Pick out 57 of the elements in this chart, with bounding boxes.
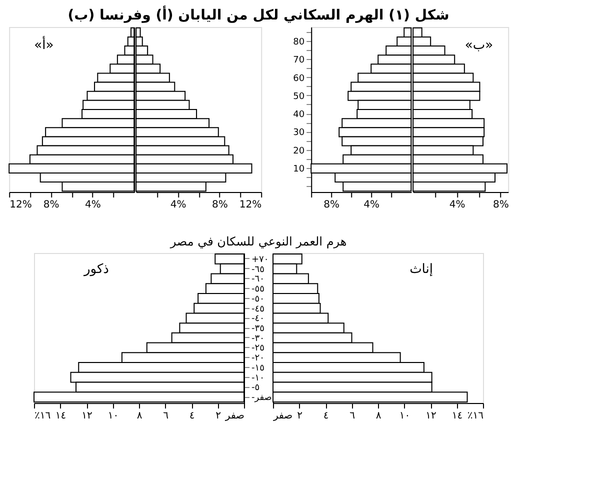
x-tick-label: 12% bbox=[239, 200, 262, 210]
y-tick-label: -٥٥ bbox=[252, 284, 265, 295]
y-tick-label: -٦٥ bbox=[252, 264, 265, 275]
x-tick-label: ١٤ bbox=[452, 410, 463, 422]
x-tick-label: ٤ bbox=[189, 410, 195, 422]
y-tick-label: 80 bbox=[293, 38, 305, 48]
x-tick-label: 8% bbox=[493, 200, 509, 210]
x-tick-label: 4% bbox=[170, 200, 186, 210]
x-tick-label: ٦ bbox=[163, 410, 168, 422]
y-tick-label: -٢٠ bbox=[252, 354, 264, 364]
annotation: «أ» bbox=[34, 36, 54, 53]
y-tick-label: -٥٠ bbox=[252, 294, 264, 304]
annotation: «ب» bbox=[464, 38, 494, 53]
x-tick-label: 8% bbox=[43, 200, 60, 210]
annotation: ذكور bbox=[83, 262, 110, 277]
y-tick-label: -٤٥ bbox=[252, 304, 265, 314]
x-tick-label: ٨ bbox=[136, 410, 143, 422]
x-tick-label: 8% bbox=[324, 200, 340, 210]
x-tick-label: ١٠ bbox=[108, 410, 119, 422]
y-tick-label: 60 bbox=[293, 74, 305, 84]
x-tick-label: ٪١٦ bbox=[34, 410, 51, 422]
x-tick-label: ٢ bbox=[297, 410, 302, 422]
x-tick-label: ١٠ bbox=[399, 410, 410, 422]
x-tick-label: ٢ bbox=[216, 410, 221, 422]
y-tick-label: -٣٥ bbox=[252, 324, 265, 334]
x-tick-label: 8% bbox=[212, 200, 228, 210]
x-tick-label: ٨ bbox=[376, 410, 382, 422]
x-tick-label: ٤ bbox=[323, 410, 329, 422]
y-tick-label: +٧٠ bbox=[252, 254, 269, 265]
y-tick-label: -٤٠ bbox=[252, 314, 264, 324]
x-tick-label: صفر bbox=[272, 410, 293, 422]
y-tick-label: 70 bbox=[293, 56, 305, 66]
y-tick-label: -٥ bbox=[252, 383, 260, 394]
y-tick-label: 30 bbox=[293, 128, 305, 138]
x-tick-label: 4% bbox=[364, 200, 380, 210]
x-tick-label: 4% bbox=[85, 200, 101, 210]
x-tick-label: 12% bbox=[10, 200, 32, 210]
x-tick-label: ١٤ bbox=[55, 410, 66, 422]
y-tick-label: -١٥ bbox=[252, 363, 265, 374]
x-tick-label: ١٢ bbox=[82, 410, 92, 422]
text: شكل (١) الهرم السكاني لكل من اليابان (أ) وفرنسا (ب) bbox=[68, 6, 450, 24]
x-tick-label: ٪١٦ bbox=[467, 410, 484, 422]
annotation: إناث bbox=[410, 262, 433, 277]
x-tick-label: صفر bbox=[224, 410, 244, 422]
y-tick-label: -صفر bbox=[252, 393, 272, 404]
y-tick-label: 10 bbox=[293, 164, 305, 174]
y-tick-label: -٢٥ bbox=[252, 344, 265, 354]
y-tick-label: -٣٠ bbox=[252, 334, 264, 344]
y-tick-label: -١٠ bbox=[252, 373, 264, 384]
y-tick-label: -٦٠ bbox=[252, 274, 264, 285]
x-tick-label: 4% bbox=[449, 200, 466, 210]
x-tick-label: ٦ bbox=[350, 410, 355, 422]
y-tick-label: 50 bbox=[293, 92, 305, 102]
y-tick-label: 40 bbox=[293, 110, 305, 120]
y-tick-label: 20 bbox=[293, 146, 305, 156]
x-tick-label: ١٢ bbox=[426, 410, 436, 422]
chart-title: هرم العمر النوعي للسكان في مصر bbox=[169, 234, 347, 248]
